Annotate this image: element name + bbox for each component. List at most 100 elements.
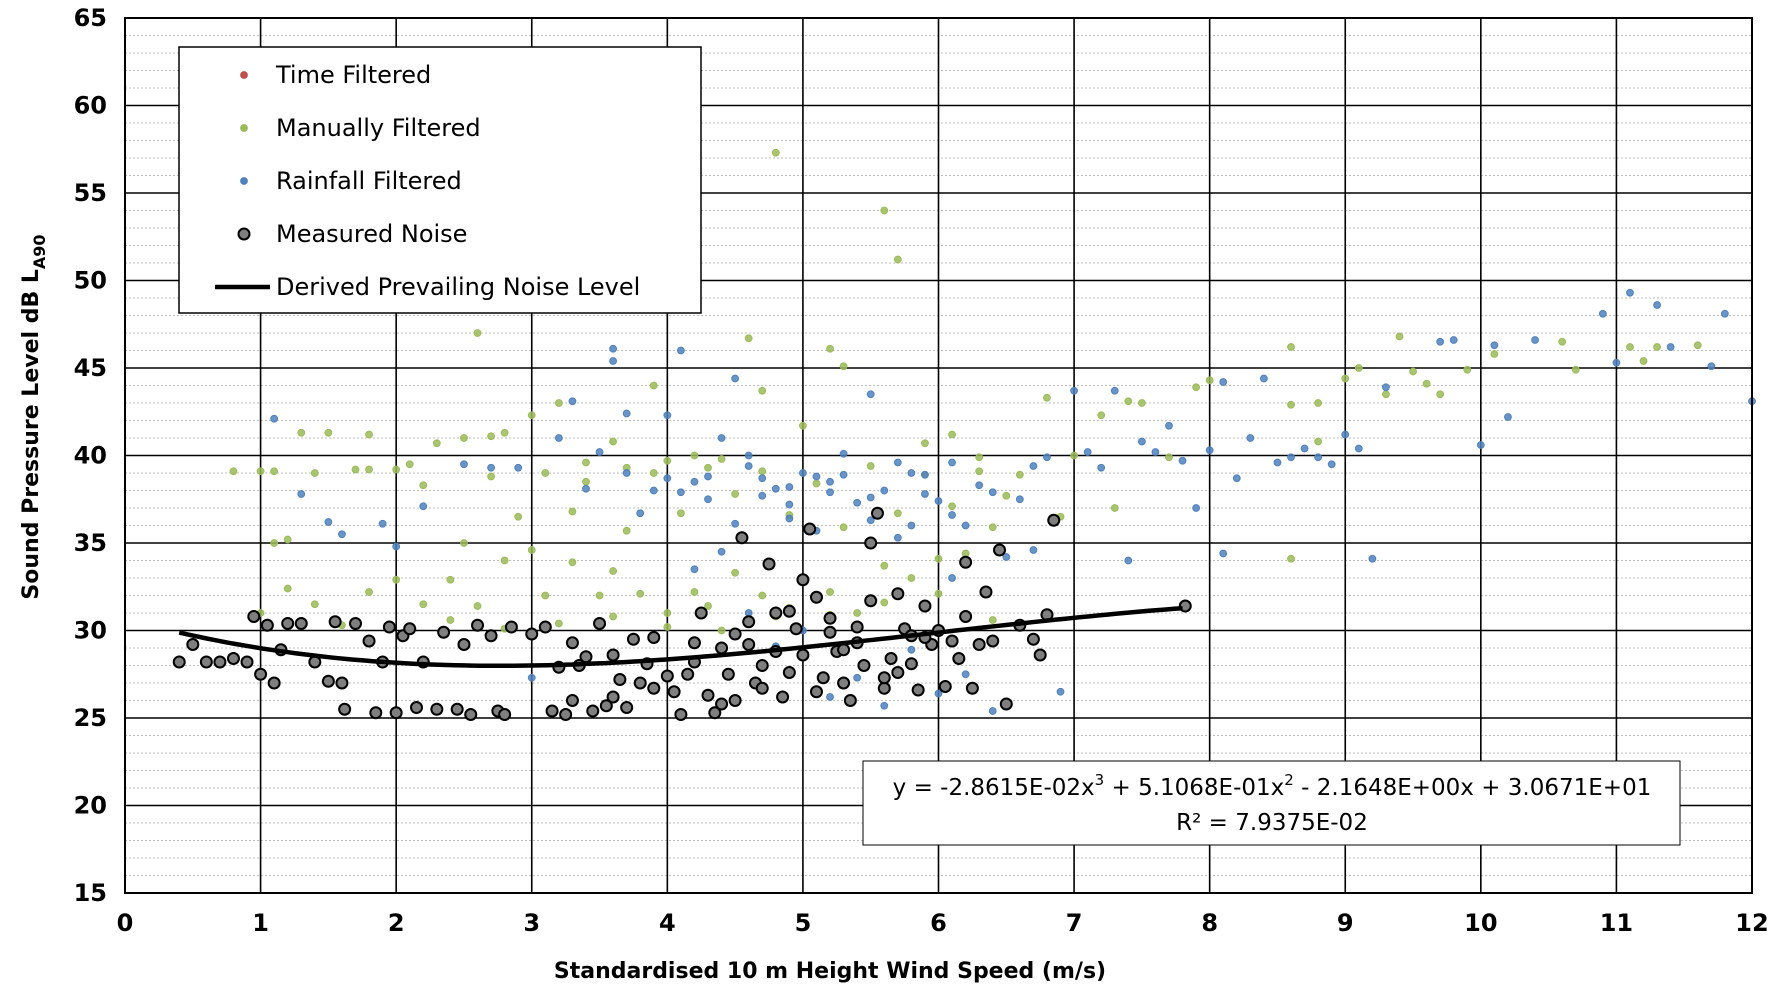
manually-filtered-point [934,554,943,563]
rainfall-filtered-point [568,397,577,406]
measured-noise-point [755,681,769,695]
measured-noise-point [260,618,274,632]
manually-filtered-point [758,467,767,476]
manually-filtered-point [473,602,482,610]
rainfall-filtered-point [961,521,970,530]
rainfall-filtered-point [812,472,821,481]
rainfall-filtered-point [1219,549,1228,558]
rainfall-filtered-point [338,530,346,539]
manually-filtered-point [297,428,306,437]
manually-filtered-point [609,437,617,446]
rainfall-filtered-point [717,434,726,442]
manually-filtered-point [500,556,509,565]
measured-noise-point [667,685,681,699]
measured-noise-point [769,606,783,620]
rainfall-filtered-point [853,673,862,682]
rainfall-filtered-point [1504,413,1512,421]
manually-filtered-point [1287,343,1295,351]
rainfall-filtered-point [324,518,333,526]
rainfall-filtered-point [826,477,834,486]
rainfall-filtered-point [609,357,617,365]
rainfall-filtered-point [731,519,740,528]
manually-filtered-point [405,460,414,469]
manually-filtered-point [365,465,373,474]
rainfall-filtered-point [907,469,916,477]
manually-filtered-point [500,428,509,437]
rainfall-filtered-point [975,481,984,490]
legend-label: Measured Noise [276,220,467,248]
rainfall-filtered-point [392,542,401,551]
measured-noise-point [186,638,200,651]
manually-filtered-point [731,490,740,498]
trendline-r-squared: R² = 7.9375E-02 [1176,810,1368,836]
manually-filtered-point [582,458,590,467]
manually-filtered-point [541,469,550,477]
manually-filtered-point [527,411,536,420]
rainfall-filtered-point [893,533,902,542]
measured-noise-point [843,694,857,707]
rainfall-filtered-point [1653,301,1661,309]
rainfall-filtered-point [948,511,956,519]
manually-filtered-point [826,588,834,596]
manually-filtered-point [1314,437,1323,446]
rainfall-filtered-point [514,463,523,472]
manually-filtered-point [1639,357,1648,365]
measured-noise-point [674,708,688,721]
rainfall-filtered-point [839,470,848,479]
measured-noise-point [403,622,417,636]
axes [124,17,1753,894]
measured-noise-point [755,659,769,672]
y-tick-label: 30 [74,617,107,645]
measured-noise-point [762,557,776,571]
manually-filtered-point [473,329,482,337]
measured-noise-point [850,620,864,634]
manually-filtered-point [758,591,767,600]
manually-filtered-point [988,523,997,532]
manually-filtered-point [1341,374,1350,383]
manually-filtered-point [446,575,455,584]
measured-noise-point [782,604,796,618]
rainfall-filtered-point [609,344,617,353]
manually-filtered-point [1205,376,1214,385]
rainfall-filtered-point [1612,358,1621,367]
manually-filtered-point [1409,367,1417,376]
rainfall-filtered-point [1382,383,1390,392]
manually-filtered-point [365,588,373,596]
rainfall-filtered-point [1043,453,1051,462]
measured-noise-point [965,681,979,695]
measured-noise-point [593,617,607,630]
rainfall-filtered-point [1341,430,1350,439]
measured-noise-point [1026,632,1040,646]
manually-filtered-point [717,455,726,463]
rainfall-filtered-point [1260,374,1268,383]
rainfall-filtered-point [731,374,740,383]
manually-filtered-point [934,589,943,598]
measured-noise-point [294,617,308,630]
manually-filtered-point [1382,390,1390,399]
measured-noise-point [979,585,993,599]
manually-filtered-point [1354,364,1363,372]
measured-noise-point [735,531,749,545]
y-tick-label: 35 [74,529,107,557]
manually-filtered-point [853,609,862,617]
manually-filtered-point [1463,365,1472,374]
measured-noise-point [613,673,627,686]
measured-noise-point [525,627,539,641]
x-tick-label: 1 [252,909,269,937]
measured-noise-point [999,697,1013,711]
manually-filtered-point [1314,399,1323,407]
measured-noise-point [938,680,952,693]
measured-noise-point [579,650,593,664]
rainfall-filtered-point [378,519,387,528]
measured-noise-point [837,676,851,690]
rainfall-filtered-point [771,484,780,493]
rainfall-filtered-point [880,701,889,710]
measured-noise-point [484,629,498,643]
rainfall-filtered-point [758,474,767,483]
manually-filtered-point [392,465,401,474]
manually-filtered-point [1002,491,1011,500]
measured-noise-point [918,599,932,613]
rainfall-filtered-point [948,458,956,467]
measured-noise-point [864,536,878,550]
manually-filtered-point [609,567,617,575]
